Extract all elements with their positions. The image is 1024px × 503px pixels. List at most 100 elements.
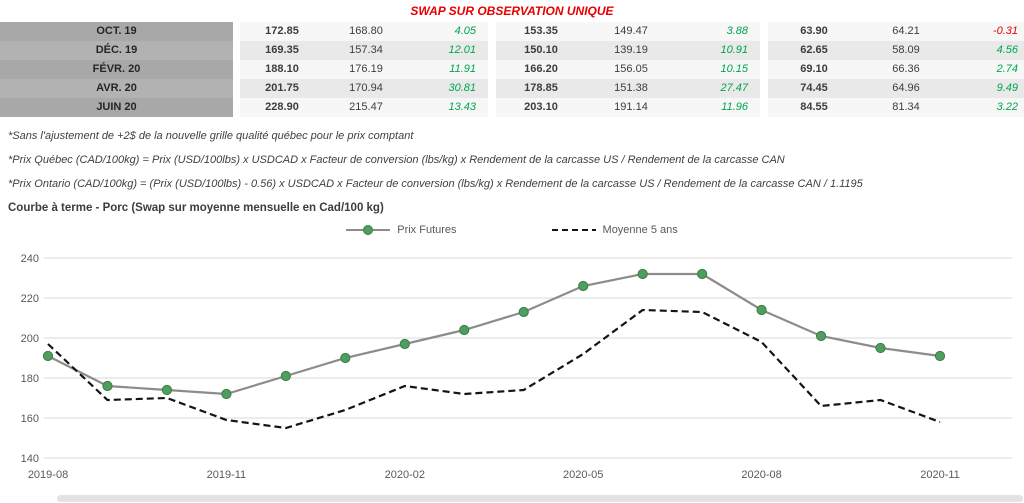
table-cell: 30.81 [408,79,488,98]
horizontal-scrollbar-thumb[interactable] [57,495,1023,502]
row-label: FÉVR. 20 [0,60,233,79]
column-group-gap [488,41,496,60]
table-cell: -0.31 [952,22,1024,41]
table-cell: 215.47 [324,98,408,117]
column-group-gap [488,98,496,117]
futures-line-swatch-icon [346,225,391,235]
table-cell: 4.56 [952,41,1024,60]
legend-item-prix-futures: Prix Futures [346,224,457,236]
y-axis-tick-label: 200 [21,333,39,345]
table-cell: 203.10 [496,98,586,117]
table-cell: 191.14 [586,98,676,117]
table-cell: 176.19 [324,60,408,79]
row-label: JUIN 20 [0,98,233,117]
prix-futures-marker [875,342,886,354]
table-cell: 156.05 [586,60,676,79]
table-cell: 157.34 [324,41,408,60]
table-cell: 149.47 [586,22,676,41]
column-group-gap [760,79,768,98]
table-cell: 69.10 [768,60,860,79]
report-title: SWAP SUR OBSERVATION UNIQUE [410,4,614,18]
prix-futures-line [47,272,941,396]
table-cell: 188.10 [240,60,324,79]
footnote-quality-adjustment: *Sans l'ajustement de +2$ de la nouvelle… [8,130,414,142]
table-cell: 27.47 [676,79,760,98]
table-cell: 150.10 [496,41,586,60]
prix-futures-marker [399,338,410,350]
column-group-gap [488,79,496,98]
legend-label-prix-futures: Prix Futures [397,224,457,236]
y-axis-tick-label: 160 [21,413,39,425]
table-cell: 84.55 [768,98,860,117]
table-row: AVR. 20 201.75 170.94 30.81 178.85 151.38 27.4… [0,79,1024,98]
price-chart-svg: 140 160 180 200 220 240 2019-08 2019-11 2020-02 2… [21,253,1012,481]
table-cell: 139.19 [586,41,676,60]
table-cell: 66.36 [860,60,952,79]
footnote-ontario-formula: *Prix Ontario (CAD/100kg) = (Prix (USD/1… [8,178,863,190]
prix-futures-marker [934,350,946,362]
y-axis-tick-label: 140 [21,453,39,465]
table-cell: 81.34 [860,98,952,117]
prix-futures-marker [42,350,54,362]
table-cell: 3.88 [676,22,760,41]
x-axis-tick-label: 2020-02 [385,469,425,481]
moyenne-5-ans-line [47,308,941,430]
prix-futures-marker [578,280,589,292]
table-cell: 11.91 [408,60,488,79]
column-group-gap [760,41,768,60]
table-cell: 228.90 [240,98,324,117]
table-cell: 64.21 [860,22,952,41]
y-axis-tick-label: 180 [21,373,39,385]
chart-title: Courbe à terme - Porc (Swap sur moyenne … [8,202,384,214]
table-cell: 172.85 [240,22,324,41]
prix-futures-marker [637,268,648,280]
legend-item-moyenne-5-ans: Moyenne 5 ans [551,224,678,236]
table-cell: 201.75 [240,79,324,98]
table-cell: 153.35 [496,22,586,41]
table-row: FÉVR. 20 188.10 176.19 11.91 166.20 156.05 10.… [0,60,1024,79]
y-axis-tick-label: 220 [21,293,39,305]
legend-label-moyenne-5-ans: Moyenne 5 ans [602,224,678,236]
moyenne-dashed-swatch-icon [551,229,596,231]
prix-futures-marker [221,388,232,400]
table-cell: 58.09 [860,41,952,60]
prix-futures-marker [815,330,827,342]
prix-futures-marker [102,380,113,392]
table-cell: 10.15 [676,60,760,79]
x-axis-tick-label: 2020-08 [741,469,781,481]
x-axis-tick-label: 2019-08 [28,469,68,481]
footnotes: *Sans l'ajustement de +2$ de la nouvelle… [0,117,1024,190]
chart-legend: Prix Futures Moyenne 5 ans [0,224,1024,236]
table-cell: 62.65 [768,41,860,60]
column-group-gap [488,22,496,41]
column-group-gap [760,60,768,79]
prix-futures-marker [280,370,291,382]
table-cell: 11.96 [676,98,760,117]
column-group-gap [488,60,496,79]
row-label: DÉC. 19 [0,41,233,60]
prix-futures-marker [340,352,351,364]
y-axis-tick-label: 240 [21,253,39,265]
row-label: OCT. 19 [0,22,233,41]
table-cell: 4.05 [408,22,488,41]
table-cell: 151.38 [586,79,676,98]
prix-futures-marker [518,306,529,318]
table-cell: 10.91 [676,41,760,60]
table-cell: 64.96 [860,79,952,98]
x-axis-tick-label: 2019-11 [207,469,247,481]
table-row: OCT. 19 172.85 168.80 4.05 153.35 149.47 3.88 6… [0,22,1024,41]
table-cell: 13.43 [408,98,488,117]
table-cell: 12.01 [408,41,488,60]
table-cell: 3.22 [952,98,1024,117]
table-cell: 170.94 [324,79,408,98]
column-group-gap [760,98,768,117]
row-label: AVR. 20 [0,79,233,98]
prix-futures-marker [161,384,173,396]
table-row: JUIN 20 228.90 215.47 13.43 203.10 191.14 11.9… [0,98,1024,117]
table-cell: 63.90 [768,22,860,41]
table-cell: 9.49 [952,79,1024,98]
table-cell: 166.20 [496,60,586,79]
table-cell: 168.80 [324,22,408,41]
footnote-quebec-formula: *Prix Québec (CAD/100kg) = Prix (USD/100… [8,154,785,166]
